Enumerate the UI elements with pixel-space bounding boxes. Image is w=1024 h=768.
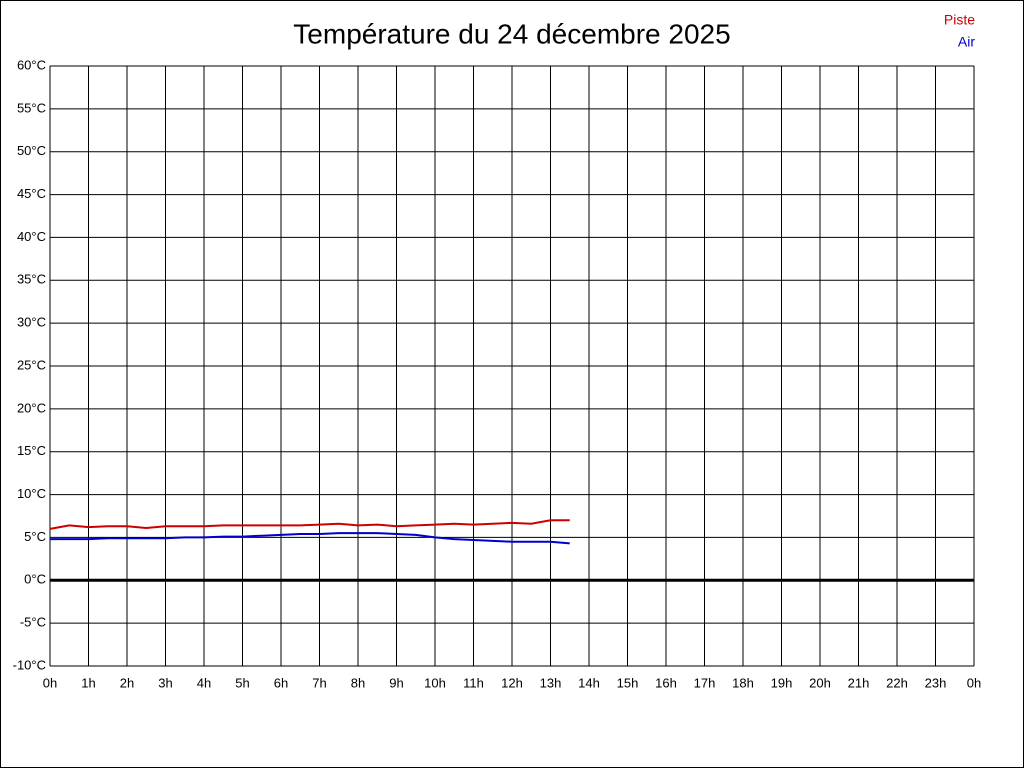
x-tick-label: 20h [809, 675, 831, 690]
y-tick-label: 25°C [17, 357, 46, 372]
y-tick-label: 55°C [17, 100, 46, 115]
x-tick-label: 0h [43, 675, 57, 690]
x-tick-label: 15h [617, 675, 639, 690]
y-tick-label: 20°C [17, 400, 46, 415]
x-tick-label: 9h [389, 675, 403, 690]
series-line [49, 519, 570, 530]
x-tick-label: 6h [274, 675, 288, 690]
legend-label: Piste [944, 12, 975, 28]
x-tick-label: 12h [501, 675, 523, 690]
x-tick-label: 3h [158, 675, 172, 690]
y-tick-label: 30°C [17, 315, 46, 330]
x-tick-label: 2h [120, 675, 134, 690]
y-tick-label: 50°C [17, 143, 46, 158]
x-tick-label: 19h [771, 675, 793, 690]
x-tick-label: 17h [694, 675, 716, 690]
x-tick-label: 7h [312, 675, 326, 690]
x-tick-label: 4h [197, 675, 211, 690]
x-tick-label: 10h [424, 675, 446, 690]
x-tick-label: 16h [655, 675, 677, 690]
chart-title: Température du 24 décembre 2025 [293, 18, 730, 49]
y-tick-label: 15°C [17, 443, 46, 458]
y-tick-label: 60°C [17, 57, 46, 72]
series-line [50, 532, 570, 545]
x-tick-label: 21h [848, 675, 870, 690]
y-tick-label: 10°C [17, 486, 46, 501]
y-tick-label: -5°C [20, 615, 46, 630]
y-tick-label: 35°C [17, 272, 46, 287]
y-tick-label: 40°C [17, 229, 46, 244]
x-tick-label: 1h [81, 675, 95, 690]
x-tick-label: 5h [235, 675, 249, 690]
x-tick-label: 13h [540, 675, 562, 690]
x-tick-label: 11h [463, 675, 484, 690]
y-tick-label: -10°C [13, 657, 46, 672]
legend-label: Air [958, 34, 975, 50]
x-tick-label: 23h [925, 675, 947, 690]
x-tick-label: 14h [578, 675, 600, 690]
y-tick-label: 45°C [17, 186, 46, 201]
x-tick-label: 8h [351, 675, 365, 690]
x-tick-label: 22h [886, 675, 908, 690]
x-tick-label: 18h [732, 675, 754, 690]
x-tick-label: 0h [967, 675, 981, 690]
y-tick-label: 5°C [24, 529, 46, 544]
y-tick-label: 0°C [24, 572, 46, 587]
